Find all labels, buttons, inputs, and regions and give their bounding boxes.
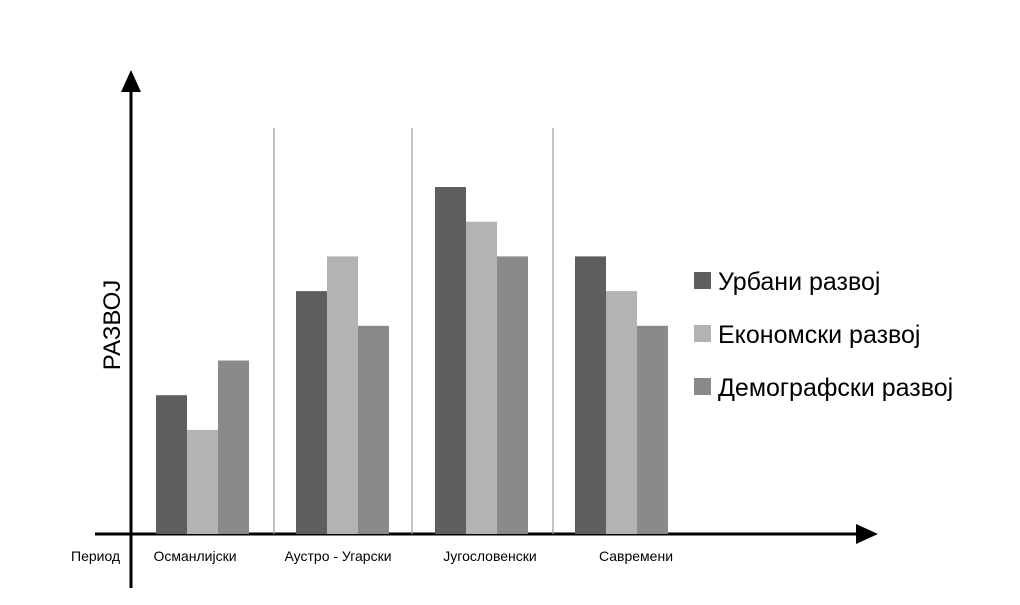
x-axis-label: Период xyxy=(71,548,120,564)
x-tick-label: Аустро - Угарски xyxy=(284,548,391,564)
x-tick-label: Савремени xyxy=(599,548,673,564)
y-axis-arrow-icon xyxy=(121,70,141,92)
bar xyxy=(327,256,358,534)
bar xyxy=(435,187,466,534)
category-separators xyxy=(273,128,554,534)
x-tick-label: Југословенски xyxy=(443,548,536,564)
x-tick-labels: Османлијски Аустро - Угарски Југословенски… xyxy=(153,548,673,564)
x-axis-arrow-icon xyxy=(856,524,878,544)
bar xyxy=(466,221,497,534)
legend-swatch xyxy=(694,272,711,289)
legend-label: Економски развој xyxy=(718,321,921,349)
x-tick-label: Османлијски xyxy=(153,548,236,564)
bars-group xyxy=(156,187,668,534)
bar xyxy=(218,360,249,534)
bar xyxy=(497,256,528,534)
legend-swatch xyxy=(694,378,711,395)
legend-label: Урбани развој xyxy=(718,268,880,296)
bar xyxy=(296,291,327,534)
bar xyxy=(637,325,668,534)
legend-label: Демографски развој xyxy=(718,374,953,402)
bar xyxy=(606,291,637,534)
legend: Урбани развој Економски развој Демографски… xyxy=(694,268,953,402)
bar xyxy=(156,395,187,534)
bar xyxy=(575,256,606,534)
legend-swatch xyxy=(694,325,711,342)
bar xyxy=(358,325,389,534)
y-axis-label: РАЗВОЈ xyxy=(99,280,126,371)
bar xyxy=(187,429,218,534)
